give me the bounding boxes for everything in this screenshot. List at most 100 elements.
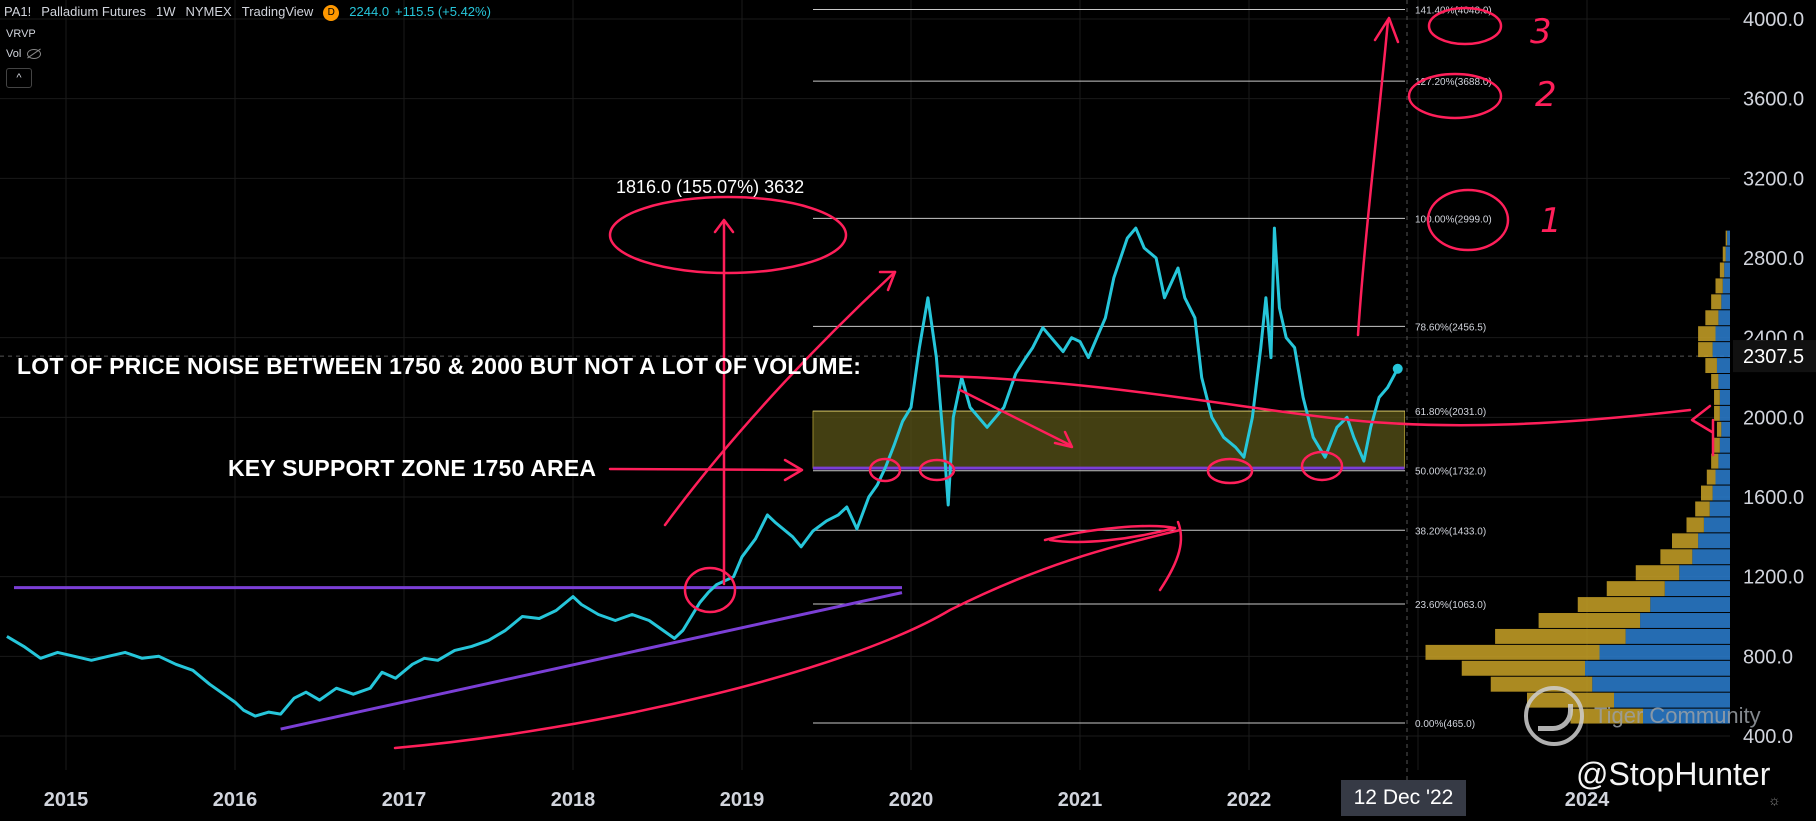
price-tick-label: 4000.0 [1743, 9, 1804, 31]
volume-bar-down [1570, 708, 1643, 724]
current-price-box [1733, 340, 1816, 373]
symbol[interactable]: PA1! [4, 4, 32, 19]
indicator-volume[interactable]: Vol [6, 48, 42, 60]
volume-bar-down [1714, 437, 1720, 453]
volume-bar-down [1635, 565, 1680, 581]
zone-arrow-stroke [608, 467, 802, 472]
circle-number: 3 [1530, 12, 1552, 52]
tiger-community-watermark: Tiger Community [1524, 686, 1761, 746]
volume-bar-up [1614, 692, 1730, 708]
volume-bar-down [1716, 421, 1722, 437]
time-tick-label: 2015 [44, 789, 89, 811]
volume-bar-down [1711, 453, 1719, 469]
fib-label: 61.80%(2031.0) [1415, 407, 1486, 418]
fib-label: 23.60%(1063.0) [1415, 600, 1486, 611]
price-tick-label: 400.0 [1743, 726, 1793, 748]
time-tick-label: 2021 [1058, 789, 1103, 811]
volume-bar-up [1718, 310, 1730, 326]
volume-bar-down [1705, 310, 1719, 326]
time-tick-label: 2016 [213, 789, 258, 811]
volume-bar-up [1599, 644, 1730, 660]
zone-arrow-head [783, 458, 804, 482]
volume-bar-up [1727, 230, 1730, 246]
time-tick-label: 2017 [382, 789, 427, 811]
target-circle-3 [1427, 6, 1503, 46]
current-price-label: 2307.5 [1743, 346, 1804, 368]
volume-bar-down [1722, 246, 1726, 262]
price-tick-label: 3200.0 [1743, 168, 1804, 190]
time-axis[interactable]: 2015 2016 2017 2018 2019 2020 2021 2022 2024 [44, 789, 1610, 811]
volume-bar-down [1705, 358, 1717, 374]
volume-bar-down [1538, 613, 1641, 628]
volume-bar-down [1577, 597, 1651, 613]
volume-bar-down [1714, 389, 1720, 405]
volume-bar-down [1672, 533, 1699, 549]
price-tick-label: 3600.0 [1743, 89, 1804, 111]
noise-arrow-head [1053, 430, 1074, 449]
volume-bar-up [1712, 485, 1730, 501]
volume-bar-up [1709, 501, 1730, 517]
time-tick-label: 2022 [1227, 789, 1272, 811]
volume-bar-up [1664, 581, 1730, 597]
breakout-circle [683, 566, 737, 614]
volume-bar-up [1718, 374, 1730, 389]
volume-bar-up [1715, 469, 1730, 485]
indicator-volume-label: Vol [6, 48, 22, 60]
volume-bar-up [1719, 437, 1730, 453]
time-tick-label: 2018 [551, 789, 596, 811]
noise-curve [938, 374, 1692, 427]
measure-arrow-head [713, 218, 735, 234]
volume-bar-down [1695, 501, 1710, 517]
circle-a [868, 457, 902, 483]
collapse-indicators-button[interactable]: ^ [6, 68, 32, 88]
volume-bar-down [1606, 581, 1665, 597]
price-change: +115.5 (+5.42%) [395, 4, 491, 19]
measure-ellipse [608, 195, 848, 275]
target-circle-2 [1407, 72, 1503, 120]
data-source: TradingView [241, 4, 314, 19]
volume-bar-up [1640, 613, 1730, 628]
volume-bar-up [1722, 278, 1730, 294]
last-price: 2244.0 [349, 4, 390, 19]
chart-header: PA1! Palladium Futures 1W NYMEX TradingView D… [4, 4, 501, 21]
delayed-badge[interactable]: D [323, 4, 340, 21]
volume-bar-up [1724, 262, 1730, 278]
arrow-up-head [878, 270, 897, 292]
target-circle-1 [1426, 188, 1510, 252]
volume-bar-up [1719, 405, 1730, 421]
fib-levels: 141.40%(4048.0) 127.20%(3688.0) 100.00%(29… [813, 5, 1492, 730]
volume-bar-up [1721, 294, 1730, 310]
indicator-vrvp[interactable]: VRVP [6, 28, 36, 40]
volume-bar-up [1725, 246, 1730, 262]
exchange: NYMEX [185, 4, 232, 19]
fib-label: 100.00%(2999.0) [1415, 214, 1492, 225]
volume-bar-up [1643, 708, 1730, 724]
volume-bar-down [1715, 278, 1723, 294]
volume-bar-up [1719, 389, 1730, 405]
watermark-brand: Tiger Community [1594, 703, 1761, 728]
volume-bar-up [1585, 660, 1730, 676]
author-handle: @StopHunter [1576, 756, 1771, 792]
circle-d [1300, 450, 1344, 482]
volume-bar-down [1714, 405, 1720, 421]
circle-number: 2 [1535, 75, 1557, 115]
volume-bar-down [1425, 644, 1600, 660]
circle-b [918, 458, 956, 482]
price-axis[interactable]: 4000.03600.03200.02800.02400.02000.01600… [1733, 9, 1816, 748]
volume-bar-up [1592, 676, 1730, 692]
settings-gear-icon[interactable]: ☼ [1768, 792, 1781, 808]
volume-bar-down [1719, 262, 1725, 278]
interval[interactable]: 1W [156, 4, 176, 19]
volume-bar-down [1495, 628, 1626, 644]
time-tick-label: 2024 [1565, 789, 1610, 811]
price-series [6, 226, 1403, 718]
target-arrow-head [1373, 16, 1400, 44]
hidden-eye-icon[interactable] [27, 49, 42, 60]
circle-number: 1 [1540, 201, 1562, 241]
time-tick-label: 2020 [889, 789, 934, 811]
time-tick-label: 2019 [720, 789, 765, 811]
fib-label: 127.20%(3688.0) [1415, 77, 1492, 88]
fib-label: 141.40%(4048.0) [1415, 5, 1492, 16]
